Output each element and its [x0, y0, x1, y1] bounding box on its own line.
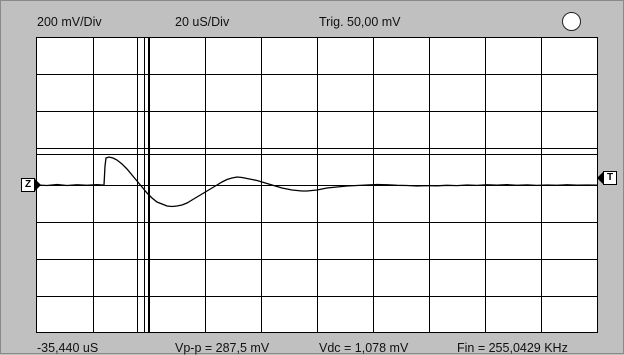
vdc-readout: Vdc = 1,078 mV [319, 341, 408, 355]
cursor-time-readout: -35,440 uS [37, 341, 98, 355]
time-per-div-label: 20 uS/Div [175, 15, 229, 29]
frequency-readout: Fin = 255,0429 KHz [457, 341, 568, 355]
trigger-level-marker[interactable]: T [603, 171, 617, 185]
volts-per-div-label: 200 mV/Div [37, 15, 102, 29]
vpp-readout: Vp-p = 287,5 mV [175, 341, 269, 355]
scope-display[interactable] [36, 37, 598, 333]
run-indicator-icon[interactable] [562, 12, 581, 31]
trigger-level-label: Trig. 50,00 mV [319, 15, 401, 29]
zero-level-marker[interactable]: Z [21, 178, 35, 192]
scope-grid-and-trace [37, 38, 597, 332]
